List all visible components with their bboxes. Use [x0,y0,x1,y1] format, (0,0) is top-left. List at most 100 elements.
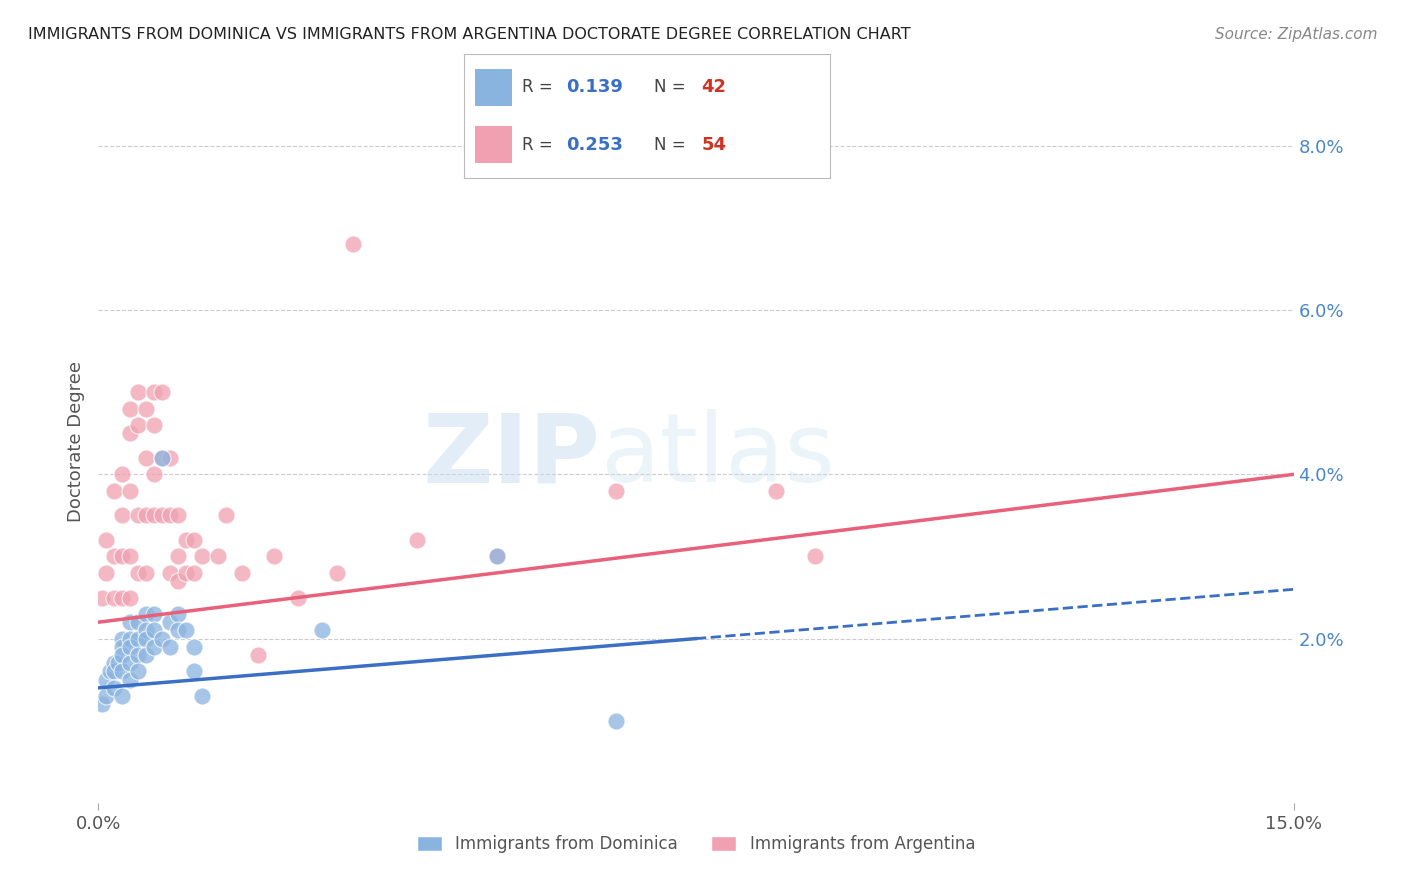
Point [191,549,214,564]
Text: 42: 42 [702,78,727,96]
Point [120,401,142,416]
Point [605,483,627,498]
Point [103,665,125,679]
Point [174,533,197,547]
Bar [475,126,512,163]
Point [127,648,149,662]
Point [191,689,214,703]
Point [135,508,157,523]
Point [120,591,142,605]
Point [605,714,627,728]
Point [159,615,181,630]
Text: ZIP: ZIP [422,409,600,502]
Text: N =: N = [654,78,690,96]
Point [183,665,205,679]
Point [107,657,129,671]
Point [103,483,125,498]
Legend: Immigrants from Dominica, Immigrants from Argentina: Immigrants from Dominica, Immigrants fro… [411,828,981,860]
Point [135,401,157,416]
Point [120,632,142,646]
Point [143,418,166,433]
Point [135,566,157,580]
Text: Source: ZipAtlas.com: Source: ZipAtlas.com [1215,27,1378,42]
Point [111,689,134,703]
Point [111,640,134,654]
Point [103,549,125,564]
Point [215,508,238,523]
Point [150,385,173,400]
Point [91,591,114,605]
Bar [475,69,512,106]
Point [111,665,134,679]
Point [246,648,269,662]
Point [150,450,173,465]
Point [207,549,229,564]
Point [135,624,157,638]
Point [120,673,142,687]
Point [127,418,149,433]
Point [96,689,118,703]
Point [135,648,157,662]
Text: 0.253: 0.253 [567,136,623,153]
Point [120,640,142,654]
Point [103,657,125,671]
Point [143,640,166,654]
Text: atlas: atlas [600,409,835,502]
Point [174,624,197,638]
Point [485,549,508,564]
Point [120,615,142,630]
Point [183,566,205,580]
Point [127,508,149,523]
Point [111,508,134,523]
Point [135,607,157,621]
Point [150,632,173,646]
Point [150,508,173,523]
Point [127,566,149,580]
Point [143,607,166,621]
Point [167,624,190,638]
Point [143,385,166,400]
Point [135,632,157,646]
Point [120,483,142,498]
Text: R =: R = [523,136,558,153]
Point [103,591,125,605]
Point [231,566,253,580]
Point [159,450,181,465]
Point [91,698,114,712]
Point [167,508,190,523]
Point [174,566,197,580]
Point [183,640,205,654]
Point [96,566,118,580]
Point [111,591,134,605]
Point [111,549,134,564]
Point [150,450,173,465]
Point [485,549,508,564]
Point [111,467,134,482]
Point [127,632,149,646]
Point [804,549,827,564]
Point [326,566,349,580]
Point [98,665,122,679]
Point [135,450,157,465]
Point [159,508,181,523]
Point [127,665,149,679]
Point [127,615,149,630]
Text: IMMIGRANTS FROM DOMINICA VS IMMIGRANTS FROM ARGENTINA DOCTORATE DEGREE CORRELATI: IMMIGRANTS FROM DOMINICA VS IMMIGRANTS F… [28,27,911,42]
Point [263,549,285,564]
Point [96,533,118,547]
Point [167,549,190,564]
Text: 0.139: 0.139 [567,78,623,96]
Point [159,566,181,580]
Point [111,648,134,662]
Point [143,467,166,482]
Point [159,640,181,654]
Point [120,426,142,441]
Point [111,632,134,646]
Point [120,549,142,564]
Point [406,533,429,547]
Point [96,673,118,687]
Point [287,591,309,605]
Point [143,508,166,523]
Point [311,624,333,638]
Point [765,483,787,498]
